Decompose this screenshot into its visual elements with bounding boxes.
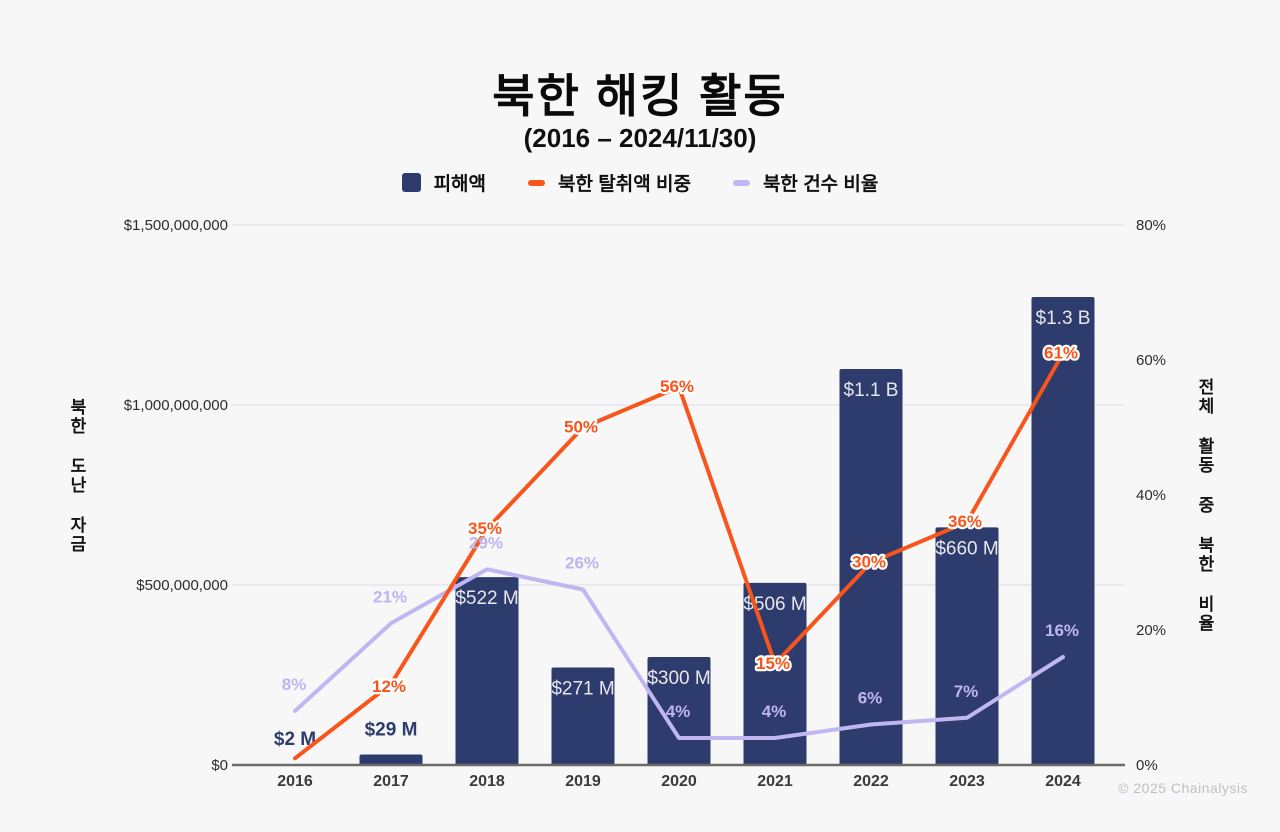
right-axis-tick: 60% [1136,352,1166,369]
legend-item-damages: 피해액 [401,169,487,196]
legend: 피해액 북한 탈취액 비중 북한 건수 비율 [0,169,1280,196]
bar-value-label: $522 M [455,588,518,609]
bar-2019 [551,667,615,765]
legend-item-stolen-share: 북한 탈취액 비중 [528,169,691,196]
copyright-note: © 2025 Chainalysis [1118,780,1248,796]
left-axis-tick: $0 [211,757,228,774]
bar-value-label: $506 M [743,594,806,615]
x-axis-tick: 2018 [469,773,505,790]
incident-share-label: 29% [469,533,503,552]
bar-2023 [935,527,999,765]
x-axis-tick: 2017 [373,773,409,790]
left-axis-tick: $1,500,000,000 [124,217,228,234]
incident-share-label: 6% [858,689,883,708]
bar-2018 [455,577,519,765]
legend-label-stolen-share: 북한 탈취액 비중 [558,174,691,195]
left-axis-tick: $1,000,000,000 [124,397,228,414]
incident-share-label: 8% [282,675,307,694]
incident-share-label: 21% [373,587,407,606]
x-axis-tick: 2019 [565,773,601,790]
bar-2024 [1031,297,1095,765]
page-subtitle: (2016 – 2024/11/30) [523,123,757,153]
incident-share-label: 7% [954,682,979,701]
legend-label-damages: 피해액 [433,174,487,195]
bar-value-label: $1.1 B [844,380,899,401]
purple-line-swatch-icon [732,179,750,186]
bar-value-label: $271 M [551,678,614,699]
right-axis-tick: 20% [1136,622,1166,639]
x-axis-tick: 2016 [277,773,313,790]
bar-value-label: $2 M [274,729,316,750]
stolen-share-label: 61% [1044,343,1078,362]
line-incident-share [293,567,1065,740]
stolen-share-label: 50% [564,418,598,437]
stolen-share-label: 15% [756,654,790,673]
stolen-share-label: 30% [852,553,886,572]
bar-value-label: $660 M [935,538,998,559]
x-axis-tick: 2023 [949,773,985,790]
bar-2021 [743,582,807,765]
bar-value-label: $1.3 B [1036,308,1091,329]
bar-2022 [839,369,903,765]
stolen-share-label: 36% [948,512,982,531]
line-stolen-share [293,351,1065,761]
stolen-share-label: 56% [660,377,694,396]
stolen-share-label: 12% [372,677,406,696]
right-axis-tick: 40% [1136,487,1166,504]
incident-share-label: 4% [666,702,691,721]
orange-line-swatch-icon [528,179,546,186]
bar-series-swatch-icon [401,173,421,192]
bar-value-label: $300 M [647,668,710,689]
left-axis-title: 북한 도난 자금 [67,398,86,554]
x-axis-tick: 2022 [853,773,889,790]
x-axis-tick: 2024 [1045,773,1081,790]
stolen-share-label: 35% [468,519,502,538]
bar-2017 [359,754,423,765]
page-title: 북한 해킹 활동 [492,70,788,122]
incident-share-label: 16% [1045,621,1079,640]
x-axis-tick: 2020 [661,773,697,790]
legend-item-incident-share: 북한 건수 비율 [732,169,879,196]
legend-label-incident-share: 북한 건수 비율 [762,174,879,195]
left-axis-tick: $500,000,000 [136,577,228,594]
right-axis-title: 전체 활동 중 북한 비율 [1195,378,1214,633]
incident-share-label: 4% [762,702,787,721]
right-axis-tick: 0% [1136,757,1158,774]
right-axis-tick: 80% [1136,217,1166,234]
incident-share-label: 26% [565,554,599,573]
x-axis-tick: 2021 [757,773,793,790]
bar-value-label: $29 M [365,720,418,741]
